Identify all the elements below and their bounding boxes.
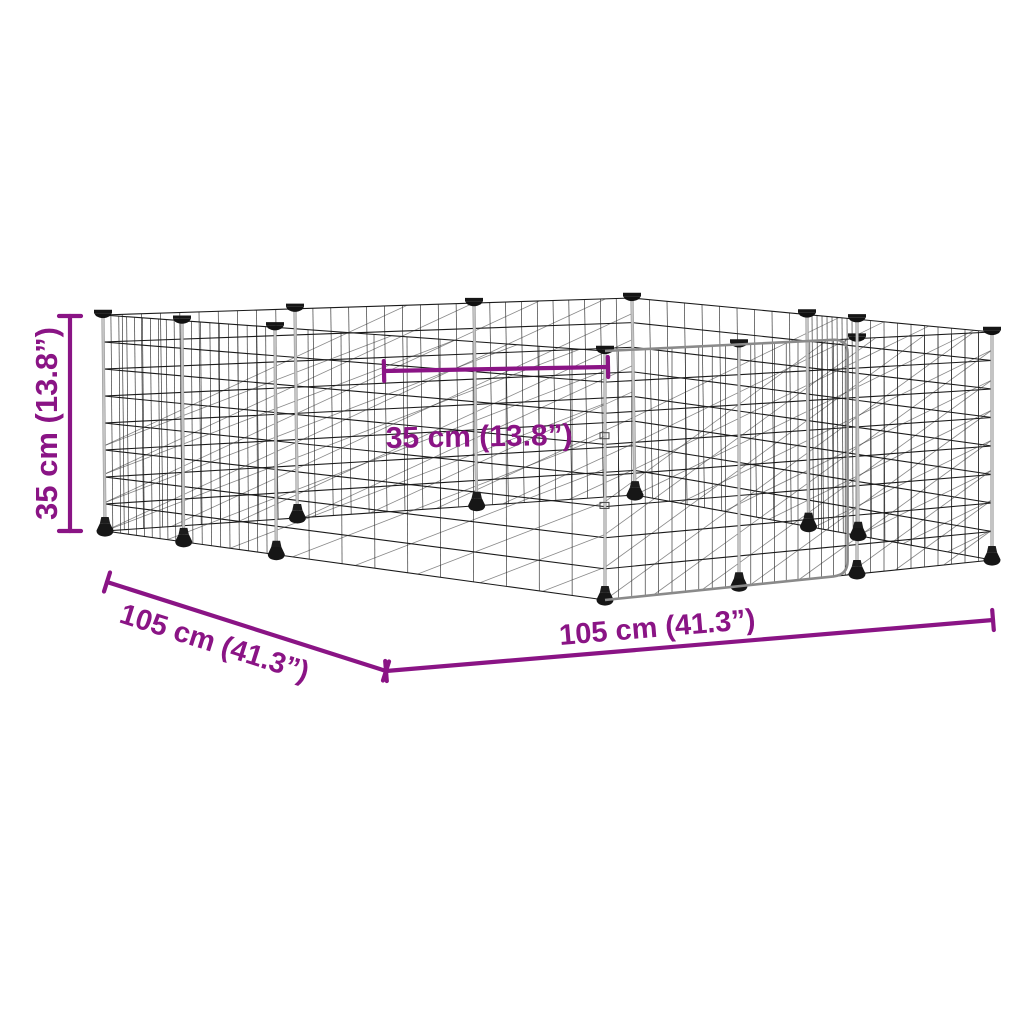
svg-text:35 cm (13.8”): 35 cm (13.8”): [29, 327, 64, 520]
svg-text:35 cm (13.8”): 35 cm (13.8”): [386, 419, 573, 455]
